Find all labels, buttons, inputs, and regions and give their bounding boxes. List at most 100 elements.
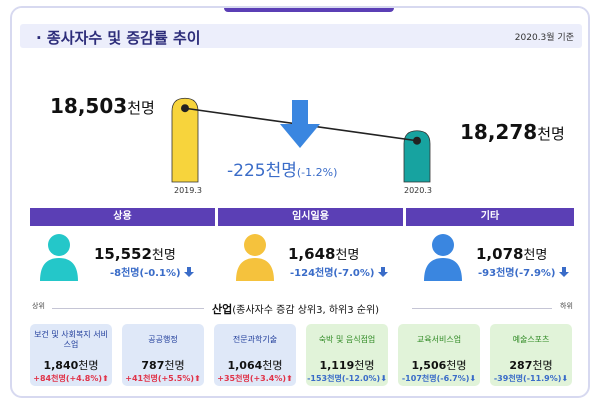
rank-top-label: 상위 (32, 302, 45, 310)
industry-change-text: +84천명(+4.8%) (33, 374, 103, 383)
total-2019-unit: 천명 (127, 99, 155, 117)
bar-2019.3 (171, 97, 199, 183)
industry-change: +84천명(+4.8%)⬆ (28, 373, 114, 384)
category-value-other: 1,078천명 (476, 244, 547, 263)
down-arrow-icon (184, 267, 195, 277)
category-unit: 천명 (335, 248, 360, 263)
category-number: 15,552 (94, 245, 152, 263)
divider (52, 308, 204, 309)
industry-number: 287 (509, 359, 533, 372)
industry-change: +35천명(+3.4%)⬆ (212, 373, 298, 384)
category-unit: 천명 (523, 248, 548, 263)
industry-change-text: -39천명(-11.9%) (493, 374, 562, 383)
total-2019-value: 18,503천명 (50, 94, 155, 118)
category-value-temporary: 1,648천명 (288, 244, 359, 263)
category-change-text: -124천명(-7.0%) (290, 268, 375, 279)
industry-change: -153천명(-12.0%)⬇ (304, 373, 390, 384)
total-2020-value: 18,278천명 (460, 120, 565, 144)
industry-unit: 천명 (164, 359, 185, 372)
title-bar: · 종사자수 및 증감률 추이 2020.3월 기준 (20, 24, 582, 48)
industry-unit: 천명 (532, 359, 553, 372)
category-change-text: -8천명(-0.1%) (110, 268, 181, 279)
industry-name: 예술스포츠 (512, 335, 550, 344)
industry-number: 1,064 (227, 359, 263, 372)
divider (412, 308, 552, 309)
category-change-other: -93천명(-7.9%) (478, 264, 569, 279)
category-change-regular: -8천명(-0.1%) (110, 264, 195, 279)
total-2020-number: 18,278 (460, 120, 538, 144)
industry-note: (종사자수 증감 상위3, 하위3 순위) (232, 305, 380, 316)
total-2020-unit: 천명 (537, 125, 565, 143)
total-2019-number: 18,503 (50, 94, 128, 118)
industry-title: 산업(종사자수 증감 상위3, 하위3 순위) (212, 301, 379, 317)
industry-name: 공공행정 (148, 335, 178, 344)
industry-change: -39천명(-11.9%)⬇ (488, 373, 574, 384)
category-header-temporary: 임시일용 (218, 208, 403, 226)
industry-number: 1,506 (411, 359, 447, 372)
industry-card: 교육서비스업 1,506천명 -107천명(-6.7%)⬇ (398, 324, 480, 386)
industry-card: 보건 및 사회복지 서비스업 1,840천명 +84천명(+4.8%)⬆ (30, 324, 112, 386)
industry-value: 287천명 (490, 357, 572, 373)
top-notch (224, 8, 394, 12)
top-bar (12, 8, 588, 16)
industry-unit: 천명 (446, 359, 467, 372)
person-icon (236, 234, 274, 281)
industry-value: 787천명 (122, 357, 204, 373)
industry-number: 1,119 (319, 359, 355, 372)
trend-start-point (181, 104, 189, 113)
total-delta-value: -225천명 (227, 161, 297, 181)
total-chart (171, 97, 431, 183)
up-arrow-icon: ⬆ (286, 374, 293, 383)
down-arrow-icon (558, 267, 569, 277)
industry-number: 1,840 (43, 359, 79, 372)
industry-change-text: +35천명(+3.4%) (217, 374, 287, 383)
industry-name: 숙박 및 음식점업 (318, 335, 376, 344)
person-icon (40, 234, 78, 281)
down-arrow-icon (377, 267, 388, 277)
industry-number: 787 (141, 359, 165, 372)
industry-title-text: 산업 (212, 303, 233, 316)
industry-change: +41천명(+5.5%)⬆ (120, 373, 206, 384)
category-unit: 천명 (151, 248, 176, 263)
industry-unit: 천명 (78, 359, 99, 372)
category-change-text: -93천명(-7.9%) (478, 268, 556, 279)
category-header-regular: 상용 (30, 208, 215, 226)
industry-value: 1,840천명 (30, 357, 112, 373)
industry-unit: 천명 (262, 359, 283, 372)
basis-date: 2020.3월 기준 (514, 33, 574, 43)
industry-card: 숙박 및 음식점업 1,119천명 -153천명(-12.0%)⬇ (306, 324, 388, 386)
rank-bottom-label: 하위 (560, 302, 573, 310)
infographic-frame: · 종사자수 및 증감률 추이 2020.3월 기준 2019.3 2020.3… (10, 6, 590, 398)
category-header-other: 기타 (406, 208, 574, 226)
industry-value: 1,119천명 (306, 357, 388, 373)
bar-label-2019: 2019.3 (174, 186, 202, 195)
page-title: · 종사자수 및 증감률 추이 (36, 29, 201, 47)
person-icon (424, 234, 462, 281)
down-arrow-icon: ⬇ (561, 374, 569, 383)
industry-card: 전문과학기술 1,064천명 +35천명(+3.4%)⬆ (214, 324, 296, 386)
industry-name: 전문과학기술 (232, 335, 278, 344)
up-arrow-icon: ⬆ (194, 374, 201, 383)
industry-value: 1,506천명 (398, 357, 480, 373)
industry-change-text: -107천명(-6.7%) (401, 374, 470, 383)
category-change-temporary: -124천명(-7.0%) (290, 264, 388, 279)
industry-name: 교육서비스업 (416, 335, 462, 344)
down-arrow-icon: ⬇ (380, 374, 387, 383)
industry-name: 보건 및 사회복지 서비스업 (34, 330, 108, 349)
trend-end-point (413, 136, 421, 145)
total-delta: -225천명(-1.2%) (227, 156, 337, 181)
industry-change: -107천명(-6.7%)⬇ (396, 373, 482, 384)
down-arrow-icon: ⬇ (469, 374, 477, 383)
industry-value: 1,064천명 (214, 357, 296, 373)
total-delta-pct: (-1.2%) (296, 166, 338, 179)
up-arrow-icon: ⬆ (102, 374, 109, 383)
industry-change-text: +41천명(+5.5%) (125, 374, 195, 383)
industry-card: 공공행정 787천명 +41천명(+5.5%)⬆ (122, 324, 204, 386)
industry-change-text: -153천명(-12.0%) (307, 374, 381, 383)
category-number: 1,078 (476, 245, 524, 263)
category-number: 1,648 (288, 245, 336, 263)
category-value-regular: 15,552천명 (94, 244, 176, 263)
bar-label-2020: 2020.3 (404, 186, 432, 195)
industry-unit: 천명 (354, 359, 375, 372)
down-arrow-icon (280, 100, 320, 148)
